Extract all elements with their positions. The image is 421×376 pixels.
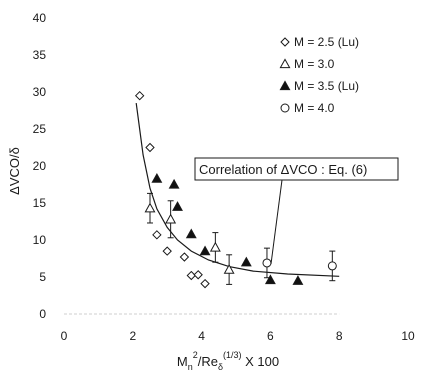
data-point-m-3-0 xyxy=(144,202,156,213)
data-point-m-2-5-lu xyxy=(179,252,190,262)
y-tick-label: 20 xyxy=(33,159,47,173)
data-point-m-2-5-lu xyxy=(193,270,203,280)
annotation-leader xyxy=(270,179,283,265)
legend-entry: M = 3.0 xyxy=(294,57,335,71)
x-tick-label: 4 xyxy=(198,329,205,343)
data-point-m-3-5-lu xyxy=(185,228,197,239)
y-tick-label: 40 xyxy=(33,11,47,25)
y-tick-label: 30 xyxy=(33,85,47,99)
data-point-m-4-0 xyxy=(262,258,272,268)
data-point-m-2-5-lu xyxy=(134,90,145,101)
data-point-m-3-0 xyxy=(223,263,235,274)
data-point-m-3-5-lu xyxy=(151,172,163,183)
data-point-m-3-5-lu xyxy=(264,274,276,285)
legend-marker xyxy=(280,37,290,47)
y-tick-label: 0 xyxy=(39,307,46,321)
data-point-m-3-5-lu xyxy=(199,245,211,256)
x-tick-label: 0 xyxy=(61,329,68,343)
data-point-m-2-5-lu xyxy=(200,278,210,289)
data-point-m-3-0 xyxy=(209,241,221,252)
legend-marker xyxy=(279,80,291,91)
annotation-box xyxy=(194,157,399,181)
legend-entry: M = 4.0 xyxy=(294,101,335,115)
x-tick-label: 10 xyxy=(401,329,415,343)
y-tick-label: 15 xyxy=(33,196,47,210)
legend-entry: M = 2.5 (Lu) xyxy=(294,35,359,49)
correlation-curve xyxy=(135,103,340,277)
y-tick-label: 5 xyxy=(39,270,46,284)
x-tick-label: 8 xyxy=(336,329,343,343)
axes: 0 2 4 6 8 10 0 5 10 15 20 25 30 35 40 xyxy=(33,11,415,343)
annotation-text: Correlation of ΔVCO : Eq. (6) xyxy=(199,162,367,177)
legend-marker xyxy=(279,58,291,69)
data-point-m-3-5-lu xyxy=(168,178,180,189)
data-point-m-4-0 xyxy=(327,261,337,271)
data-point-m-3-5-lu xyxy=(240,256,252,267)
x-axis-label: Mn2/Reδ(1/3) X 100 xyxy=(177,350,279,372)
correlation-curve-layer xyxy=(135,103,340,277)
data-point-m-3-0 xyxy=(165,213,177,224)
legend: M = 2.5 (Lu) M = 3.0 M = 3.5 (Lu) M = 4.0 xyxy=(279,35,359,115)
y-axis-label: ΔVCO/δ xyxy=(7,147,22,195)
legend-entry: M = 3.5 (Lu) xyxy=(294,79,359,93)
data-point-m-3-5-lu xyxy=(292,275,304,285)
y-tick-label: 35 xyxy=(33,48,47,62)
y-tick-label: 10 xyxy=(33,233,47,247)
data-point-m-2-5-lu xyxy=(145,142,155,153)
data-point-m-2-5-lu xyxy=(186,270,196,281)
annotation-layer: Correlation of ΔVCO : Eq. (6) xyxy=(194,157,399,265)
data-point-m-2-5-lu xyxy=(152,230,162,240)
legend-marker xyxy=(280,103,290,113)
x-tick-label: 2 xyxy=(129,329,136,343)
data-point-m-2-5-lu xyxy=(162,246,172,256)
x-tick-label: 6 xyxy=(267,329,274,343)
y-tick-label: 25 xyxy=(33,122,47,136)
data-marks xyxy=(134,90,337,289)
data-point-m-3-5-lu xyxy=(172,201,183,211)
